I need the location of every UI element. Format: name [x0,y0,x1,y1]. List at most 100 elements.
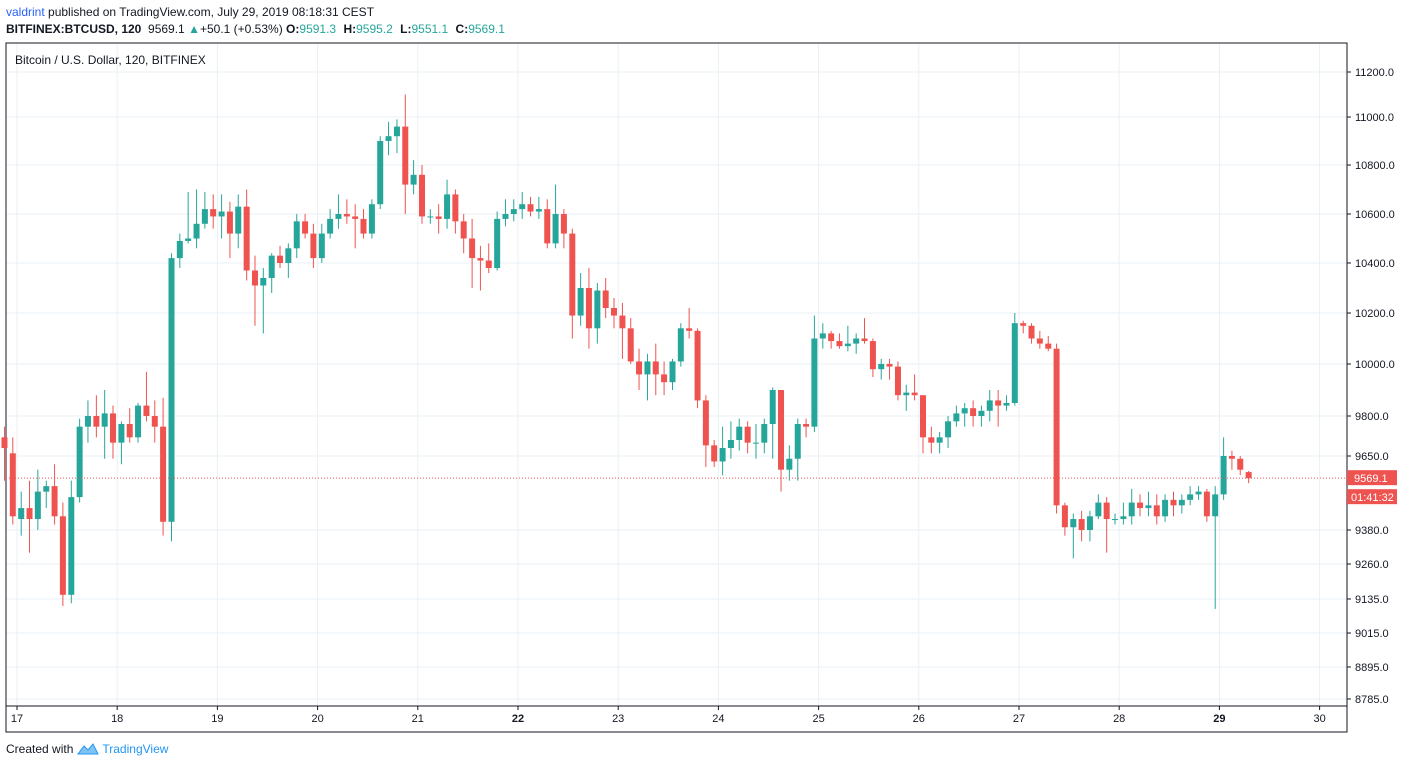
candle [945,416,952,448]
price-axis[interactable]: 11200.0 11000.0 10800.0 10600.0 10400.0 10200… [1347,67,1395,706]
candle-body [535,209,542,212]
candle [878,358,885,380]
candle-body [226,211,233,234]
candle-body [903,392,910,396]
created-with-text: Created with [6,742,74,756]
time-tick-label: 18 [111,713,123,725]
time-tick-label: 25 [812,713,824,725]
time-axis[interactable]: 17 18 19 20 21 22 23 24 25 26 27 28 29 30 [11,706,1326,725]
candle [928,426,935,454]
candle-body [1145,505,1152,509]
candle [1061,502,1068,536]
price-tick-label: 11200.0 [1355,67,1394,79]
candle [285,243,292,278]
candle [727,421,734,459]
candle-body [368,204,375,234]
symbol-name: BITFINEX:BTCUSD, 120 [6,22,142,36]
tradingview-logo-icon [77,743,100,755]
candle [260,268,267,334]
candle-body [1020,323,1027,326]
candle-body [43,486,50,492]
candle-body [1120,516,1127,520]
candle [277,245,284,268]
candle [752,424,759,459]
candle-body [1137,502,1144,509]
candle [109,405,116,459]
chart-title: Bitcoin / U.S. Dollar, 120, BITFINEX [15,53,206,67]
candle-body [51,486,58,517]
candle-body [544,209,551,244]
price-tick-label: 9135.0 [1355,594,1389,606]
candle-body [686,328,693,331]
candle [769,387,776,459]
time-tick-label: 19 [211,713,223,725]
candle-body [427,216,434,218]
candle-body [844,343,851,347]
candle-body [970,408,977,416]
time-tick-label: 30 [1313,713,1325,725]
candle-body [711,445,718,462]
candle-body [569,233,576,316]
candle [360,209,367,239]
candle [1187,486,1194,506]
candle-body [828,333,835,342]
candle-body [836,341,843,347]
candle-body [76,426,83,498]
candle [502,199,509,227]
candle [1053,343,1060,514]
candle-body [109,413,116,443]
candle [995,390,1002,427]
candle [1020,320,1027,334]
author-link[interactable]: valdrint [6,5,45,19]
candle [84,400,91,443]
candle [627,318,634,364]
close-label: C: [455,22,469,36]
candle-body [502,214,509,219]
published-text: published on TradingView.com, July 29, 2… [48,5,375,19]
candle-body [452,194,459,222]
candle [794,418,801,481]
candle [268,253,275,293]
candle [151,400,158,443]
candle [1111,513,1118,525]
candle [185,191,192,244]
candle-body [853,338,860,344]
candle-body [444,194,451,219]
candle [251,255,258,326]
candle-body [585,288,592,329]
candle [93,395,100,438]
candle-body [1036,338,1043,344]
price-tick-label: 8895.0 [1355,662,1389,674]
candle [970,400,977,427]
candle [1128,488,1135,525]
candle-body [1061,505,1068,528]
candle-body [101,413,108,427]
open-value: 9591.3 [299,22,337,36]
candle-body [1095,502,1102,517]
candle-body [594,290,601,329]
candle [135,403,142,443]
up-arrow-icon: ▲ [188,22,200,36]
candle-body [786,458,793,470]
high-value: 9595.2 [356,22,393,36]
candle [1203,488,1210,522]
candle-body [636,361,643,375]
candle [176,233,183,268]
candle [953,405,960,427]
candle [1153,494,1160,525]
candle [76,418,83,503]
tradingview-brand[interactable]: TradingView [102,742,169,756]
candle [560,209,567,249]
candle-body [1187,494,1194,500]
candle-body [510,209,517,214]
candle [602,278,609,319]
candle [636,348,643,390]
candle [1011,313,1018,406]
candle-body [293,221,300,249]
candle [1036,330,1043,349]
candle [844,325,851,352]
candle-body [811,338,818,427]
candle [652,343,659,396]
candle-body [460,221,467,239]
